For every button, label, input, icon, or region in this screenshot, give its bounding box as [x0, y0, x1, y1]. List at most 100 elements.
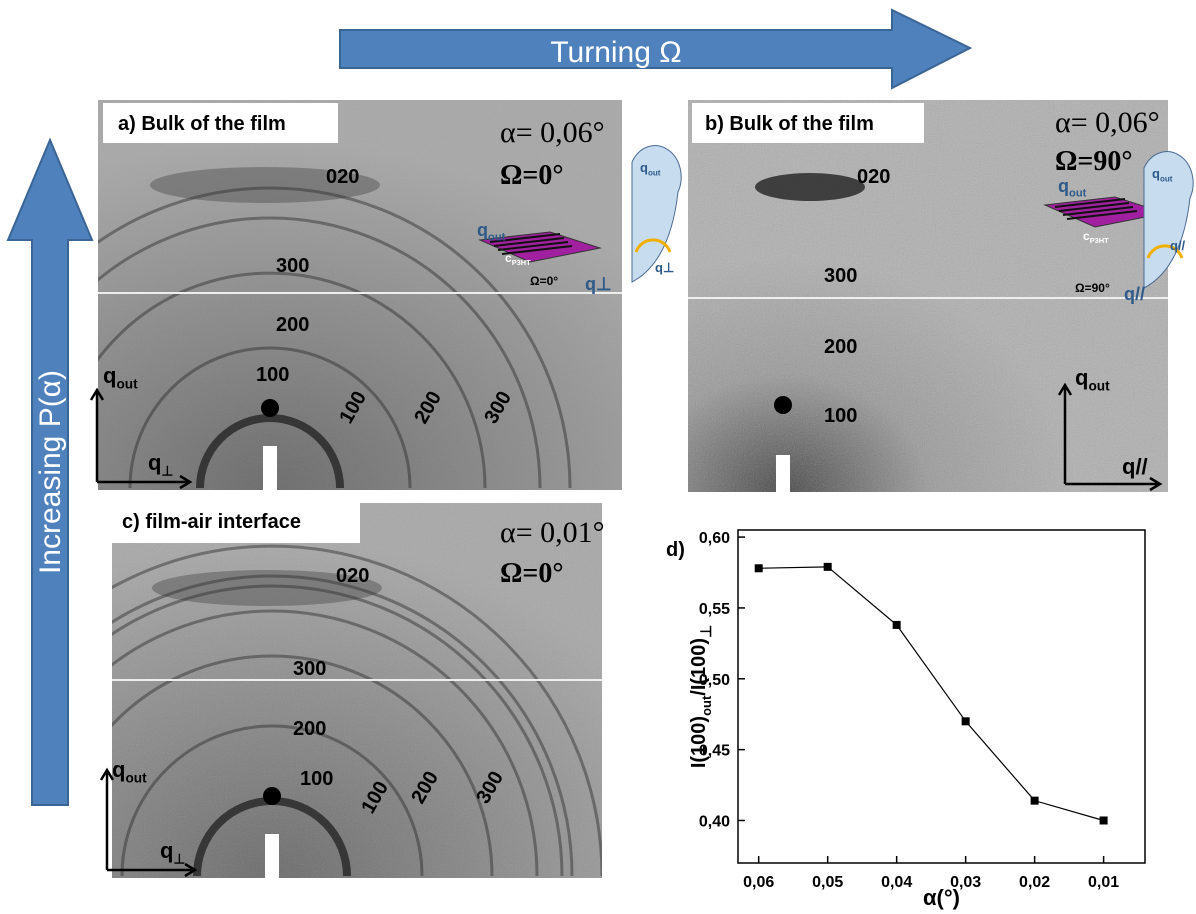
y-tick-label: 0,60	[699, 530, 730, 547]
diffraction-ring	[112, 574, 574, 877]
vertical-arrow-label: Increasing P(α)	[34, 370, 67, 574]
diffraction-ring	[196, 414, 344, 489]
ring-label: 020	[326, 166, 359, 188]
detector-noise	[112, 503, 602, 878]
symbol: q	[1058, 176, 1069, 196]
chain-stripe	[1062, 206, 1134, 216]
subscript: ⊥	[173, 852, 185, 867]
axis-label: q⊥	[160, 838, 185, 867]
horizontal-arrow	[339, 8, 973, 90]
axis-label: qout	[1075, 365, 1110, 394]
x-axis-label: α(°)	[923, 885, 960, 910]
x-tick-label: 0,01	[1088, 874, 1119, 891]
y-axis-label: I(100)out/I(100)⊥	[688, 625, 715, 768]
detector-noise	[98, 100, 622, 490]
diffraction-arc	[152, 570, 382, 606]
symbol: c	[1083, 229, 1090, 243]
beam-center	[263, 787, 281, 805]
symbol: q	[1075, 365, 1088, 390]
y-tick-label: 0,40	[699, 813, 730, 830]
diffraction-ring	[98, 271, 487, 489]
omega-label: Ω=0°	[500, 160, 564, 191]
chain-stripe	[493, 237, 565, 247]
symbol: q	[1152, 166, 1160, 181]
symbol: q	[160, 838, 173, 863]
subscript: out	[648, 168, 661, 177]
inset-label: cP3HT	[1083, 229, 1109, 245]
diffraction-spot	[755, 173, 865, 201]
subscript: out	[1069, 188, 1087, 200]
inset-label: cP3HT	[505, 251, 531, 267]
axis-label: q⊥	[148, 450, 173, 479]
ring-label: 300	[293, 658, 326, 680]
scattering-bubble	[631, 145, 682, 283]
data-point	[754, 564, 763, 573]
chain-stripe	[497, 241, 569, 251]
ring-label: 300	[276, 255, 309, 277]
y-tick-label: 0,50	[699, 672, 730, 689]
ring-sketch	[634, 238, 672, 253]
symbol: q	[148, 450, 161, 475]
symbol: c	[505, 251, 512, 265]
beamstop	[263, 446, 277, 490]
alpha-label: α= 0,06°	[500, 116, 605, 149]
chain-stripe	[1054, 198, 1126, 208]
ring-label: 200	[293, 718, 326, 740]
chain-stripe	[1066, 210, 1138, 220]
axis-label: qout	[112, 757, 147, 786]
y-label-sub: ⊥	[698, 625, 715, 638]
axis-arrow	[89, 387, 193, 490]
data-point	[892, 620, 901, 629]
inset-label: qout	[477, 220, 506, 244]
ring-label: 200	[276, 314, 309, 336]
subscript: out	[488, 232, 506, 244]
diffraction-ring	[112, 584, 564, 877]
title-box	[692, 103, 924, 143]
data-point	[1030, 796, 1039, 805]
alpha-label: α= 0,01°	[500, 516, 605, 549]
plot-frame	[737, 529, 1146, 864]
beam-center	[774, 396, 792, 414]
ring-label: 300	[824, 265, 857, 287]
beam-center	[261, 399, 279, 417]
ring-sketch	[1146, 244, 1184, 259]
subscript: out	[1088, 379, 1110, 394]
inset-label: qout	[1058, 176, 1087, 200]
inset-label: q//	[1170, 238, 1186, 253]
panel-title: c) film-air interface	[122, 511, 301, 533]
axis-label: qout	[103, 363, 138, 392]
ring-label: 020	[857, 166, 890, 188]
subscript: out	[1160, 174, 1173, 183]
title-box	[112, 503, 360, 543]
pattern-panel	[688, 100, 1168, 492]
scattering-bubble	[1143, 151, 1194, 289]
alpha-label: α= 0,06°	[1055, 106, 1160, 139]
subscript: P3HT	[1090, 236, 1109, 245]
ring-label: 100	[256, 364, 289, 386]
x-tick-label: 0,03	[950, 874, 981, 891]
inset-label: q⊥	[655, 260, 674, 275]
diffraction-ring	[112, 609, 539, 877]
y-tick-label: 0,55	[699, 601, 730, 618]
ring-label: 100	[300, 768, 333, 790]
vertical-arrow	[6, 137, 94, 806]
inset-label: q//	[1124, 284, 1145, 304]
ring-label: 020	[336, 565, 369, 587]
x-tick-label: 0,05	[812, 874, 843, 891]
pattern-panel	[98, 100, 622, 490]
y-label-part: I(100)	[688, 716, 710, 768]
symbol: q//	[1122, 454, 1148, 479]
beamstop	[776, 455, 790, 492]
detector-noise	[688, 100, 1168, 492]
ring-label: 200	[824, 336, 857, 358]
data-point	[961, 717, 970, 726]
inset-label: Ω=90°	[1075, 281, 1110, 295]
y-label-sub: out	[699, 695, 714, 716]
subscript: out	[125, 771, 147, 786]
data-line	[758, 566, 1104, 822]
axis-label: q//	[1122, 454, 1148, 479]
ring-label: 100	[824, 405, 857, 427]
data-point	[823, 562, 832, 571]
symbol: q	[640, 160, 648, 175]
